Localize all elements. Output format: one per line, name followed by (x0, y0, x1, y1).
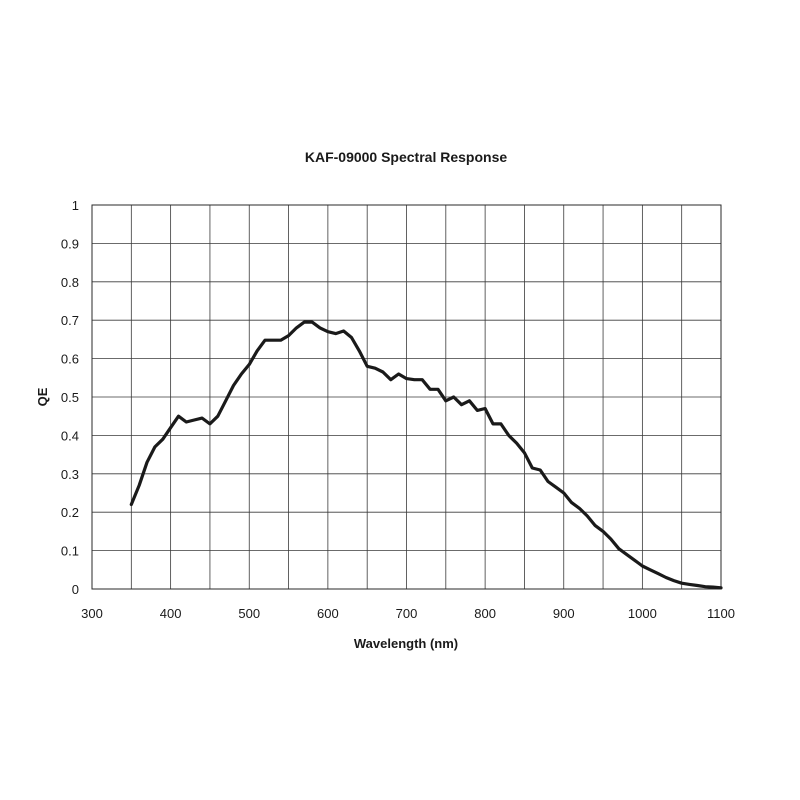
y-tick-label: 0.5 (61, 390, 79, 405)
y-tick-label: 0.9 (61, 236, 79, 251)
y-tick-label: 1 (72, 198, 79, 213)
x-tick-label: 700 (396, 606, 418, 621)
chart-title: KAF-09000 Spectral Response (305, 149, 508, 165)
y-tick-label: 0 (72, 582, 79, 597)
x-tick-label: 1000 (628, 606, 657, 621)
y-tick-label: 0.1 (61, 544, 79, 559)
x-tick-label: 900 (553, 606, 575, 621)
y-tick-label: 0.8 (61, 275, 79, 290)
y-tick-label: 0.2 (61, 505, 79, 520)
x-tick-label: 400 (160, 606, 182, 621)
x-tick-label: 800 (474, 606, 496, 621)
y-tick-label: 0.4 (61, 428, 79, 443)
x-tick-label: 300 (81, 606, 103, 621)
grid-lines (91, 204, 722, 590)
qe-series-line (129, 320, 723, 590)
x-tick-label: 500 (238, 606, 260, 621)
y-tick-label: 0.7 (61, 313, 79, 328)
y-tick-label: 0.3 (61, 467, 79, 482)
x-tick-labels: 300 400 500 600 700 800 900 1000 1100 (81, 606, 735, 621)
y-tick-label: 0.6 (61, 352, 79, 367)
plot-area (91, 204, 722, 590)
x-tick-label: 1100 (707, 606, 735, 621)
y-axis-label: QE (35, 387, 50, 406)
y-tick-labels: 0 0.1 0.2 0.3 0.4 0.5 0.6 0.7 0.8 0.9 1 (61, 198, 79, 597)
x-axis-label: Wavelength (nm) (354, 636, 458, 651)
x-tick-label: 600 (317, 606, 339, 621)
